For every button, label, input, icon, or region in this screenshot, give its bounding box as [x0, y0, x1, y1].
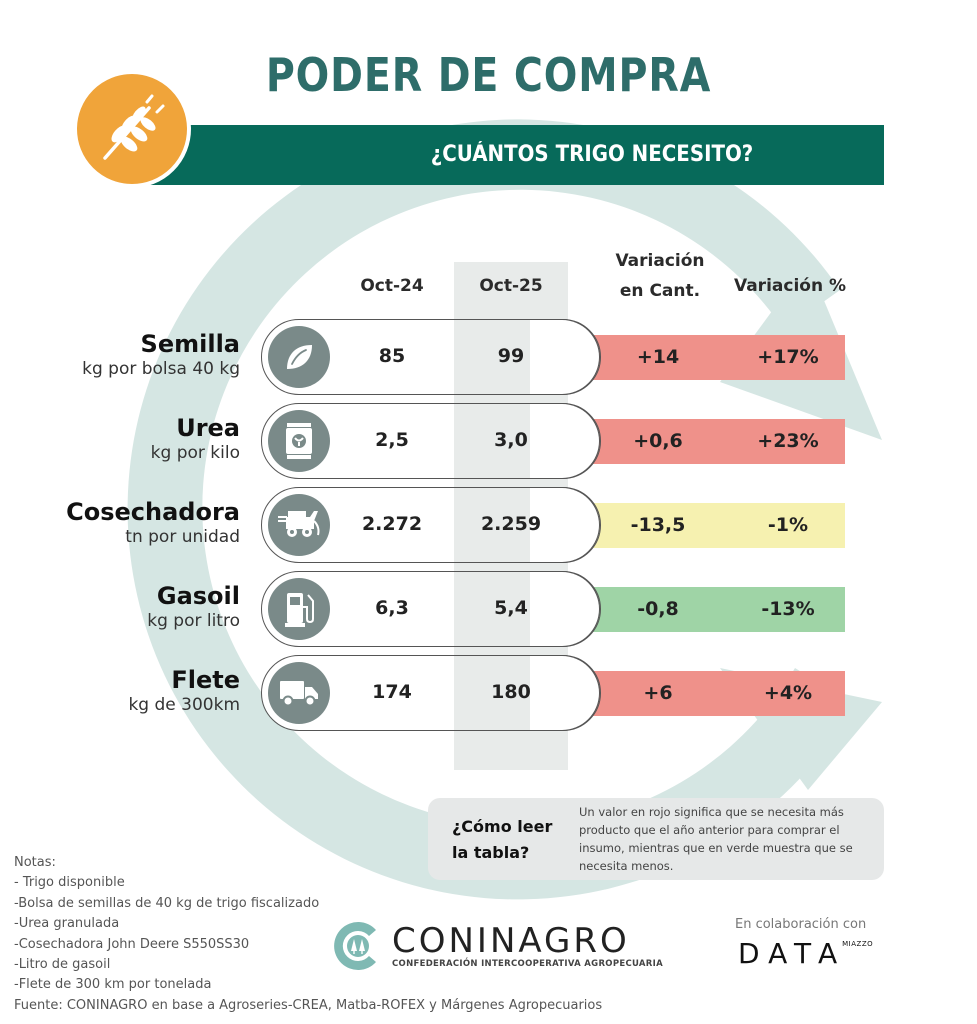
note-item: -Bolsa de semillas de 40 kg de trigo fis…: [14, 895, 320, 911]
row-pill: [261, 487, 601, 563]
notes: Notas: - Trigo disponible -Bolsa de semi…: [14, 853, 602, 1016]
header-var-cant: Variación en Cant.: [600, 246, 720, 306]
row-label: Gasoil kg por litro: [147, 582, 240, 632]
harvester-icon: [278, 511, 320, 537]
note-item: -Flete de 300 km por tonelada: [14, 977, 212, 993]
coninagro-logo: CONINAGRO CONFEDERACIÓN INTERCOOPERATIVA…: [330, 918, 663, 974]
row-pill: [261, 403, 601, 479]
header-var-cant-line1: Variación: [615, 251, 705, 271]
row-unit: kg por litro: [147, 611, 240, 631]
variation-quantity: +0,6: [633, 430, 683, 452]
subtitle: ¿CUÁNTOS TRIGO NECESITO?: [430, 142, 754, 167]
row-name: Cosechadora: [66, 498, 240, 526]
how-to-read-box: ¿Cómo leer la tabla? Un valor en rojo si…: [428, 798, 884, 880]
notes-heading: Notas:: [14, 855, 56, 870]
value-oct24: 85: [378, 345, 406, 367]
row-name: Semilla: [140, 330, 240, 358]
row-name: Gasoil: [156, 582, 240, 610]
note-item: -Urea granulada: [14, 916, 120, 932]
variation-quantity: +14: [636, 346, 680, 368]
variation-bar-red: +6 +4%: [593, 671, 845, 716]
value-oct25: 3,0: [494, 429, 528, 451]
note-item: - Trigo disponible: [14, 875, 125, 891]
page-title: PODER DE COMPRA: [265, 48, 712, 102]
variation-percent: -1%: [767, 514, 809, 536]
row-unit: kg por bolsa 40 kg: [82, 359, 240, 379]
header-var-cant-line2: en Cant.: [619, 281, 701, 301]
value-oct24: 6,3: [375, 597, 409, 619]
row-icon-circle: [268, 578, 330, 640]
value-oct24: 2.272: [361, 513, 423, 535]
data-miazzo-logo: DATA MIAZZO: [738, 937, 873, 970]
variation-bar-yellow: -13,5 -1%: [593, 503, 845, 548]
collaboration-label: En colaboración con: [735, 917, 867, 932]
variation-percent: +23%: [757, 430, 819, 452]
row-label: Flete kg de 300km: [128, 666, 240, 716]
variation-percent: +17%: [757, 346, 819, 368]
row-pill-cap: [530, 403, 600, 479]
variation-quantity: -13,5: [630, 514, 686, 536]
how-to-read-answer: Un valor en rojo significa que se necesi…: [579, 805, 853, 873]
row-icon-circle: [268, 410, 330, 472]
value-oct25: 2.259: [480, 513, 542, 535]
row-unit: kg de 300km: [128, 695, 240, 715]
row-pill-cap: [530, 655, 600, 731]
header-var-pct: Variación %: [733, 276, 847, 296]
variation-percent: -13%: [761, 598, 815, 620]
row-icon-circle: [268, 662, 330, 724]
wheat-icon: [103, 94, 165, 160]
variation-bar-green: -0,8 -13%: [593, 587, 845, 632]
fertilizer-bag-icon: [286, 423, 312, 459]
row-icon-circle: [268, 494, 330, 556]
row-icon-circle: [268, 326, 330, 388]
row-label: Semilla kg por bolsa 40 kg: [82, 330, 240, 380]
row-name: Urea: [176, 414, 240, 442]
row-label: Cosechadora tn por unidad: [66, 498, 240, 548]
variation-bar-red: +14 +17%: [593, 335, 845, 380]
fuel-pump-icon: [285, 593, 314, 627]
variation-percent: +4%: [763, 682, 813, 704]
row-unit: tn por unidad: [125, 527, 240, 547]
row-pill: [261, 571, 601, 647]
row-pill-cap: [530, 319, 600, 395]
row-pill: [261, 319, 601, 395]
coninagro-subtitle: CONFEDERACIÓN INTERCOOPERATIVA AGROPECUA…: [392, 959, 663, 969]
variation-bar-red: +0,6 +23%: [593, 419, 845, 464]
leaf-icon: [287, 345, 312, 369]
how-to-read-question: ¿Cómo leer la tabla?: [452, 817, 553, 862]
note-item: -Litro de gasoil: [14, 957, 111, 973]
miazzo-superscript: MIAZZO: [842, 940, 874, 948]
row-pill-cap: [530, 571, 600, 647]
value-oct24: 174: [372, 681, 412, 703]
note-item: -Cosechadora John Deere S550SS30: [14, 936, 250, 952]
row-name: Flete: [171, 666, 240, 694]
row-pill: [261, 655, 601, 731]
data-wordmark: DATA: [738, 937, 847, 970]
header-oct25: Oct-25: [479, 276, 543, 296]
value-oct25: 99: [497, 345, 525, 367]
header-oct24: Oct-24: [360, 276, 424, 296]
subtitle-banner: ¿CUÁNTOS TRIGO NECESITO?: [140, 125, 884, 185]
coninagro-wordmark: CONINAGRO: [392, 921, 630, 961]
value-oct25: 180: [491, 681, 531, 703]
value-oct24: 2,5: [375, 429, 409, 451]
truck-icon: [280, 681, 318, 707]
coninagro-c-icon: [334, 922, 376, 970]
value-oct25: 5,4: [494, 597, 528, 619]
wheat-badge: [73, 70, 191, 188]
variation-quantity: -0,8: [637, 598, 679, 620]
row-label: Urea kg por kilo: [151, 414, 240, 464]
row-pill-cap: [530, 487, 600, 563]
variation-quantity: +6: [643, 682, 673, 704]
row-unit: kg por kilo: [150, 443, 240, 463]
source-note: Fuente: CONINAGRO en base a Agroseries-C…: [14, 997, 603, 1013]
